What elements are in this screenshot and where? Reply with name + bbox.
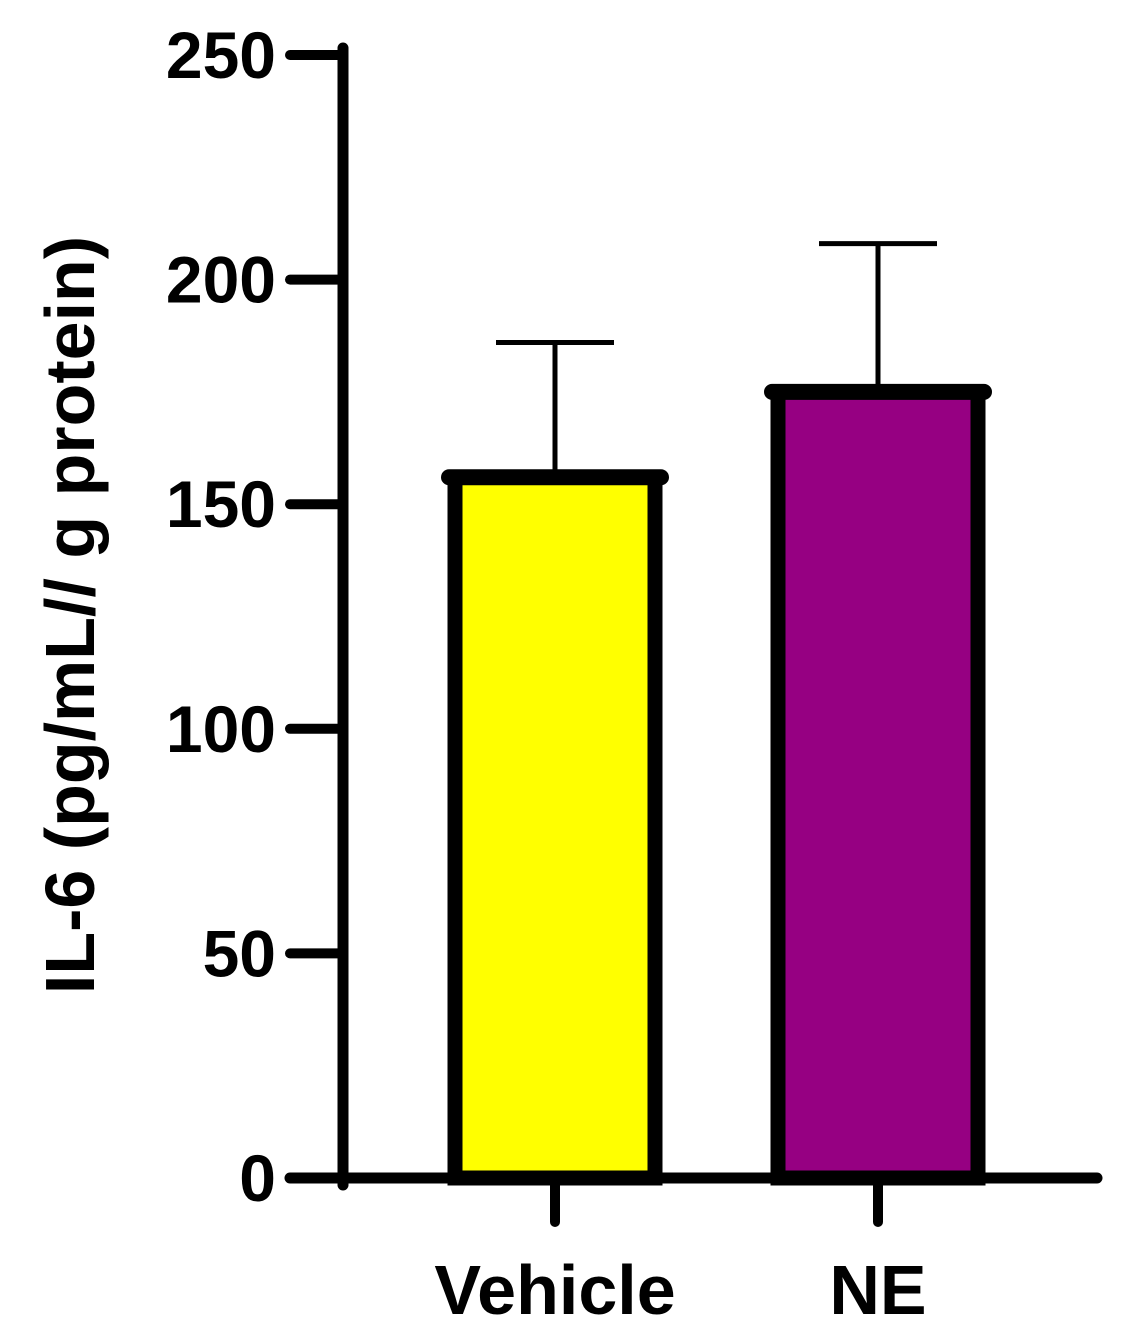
y-tick-label: 200 [166, 243, 276, 317]
bar-vehicle [447, 469, 663, 1186]
y-axis: 0 50 100 150 200 250 [166, 18, 349, 1215]
bar-ne [770, 384, 986, 1186]
y-axis-title: IL-6 (pg/mL// g protein) [31, 236, 109, 994]
x-tick-label: NE [829, 1251, 926, 1329]
x-tick-label: Vehicle [434, 1251, 675, 1329]
y-tick-label: 0 [239, 1141, 276, 1215]
y-tick-label: 150 [166, 467, 276, 541]
y-tick-label: 100 [166, 692, 276, 766]
bars [441, 241, 992, 1186]
x-axis: Vehicle NE [284, 1172, 1103, 1329]
y-tick-label: 50 [203, 916, 276, 990]
y-tick-label: 250 [166, 18, 276, 92]
